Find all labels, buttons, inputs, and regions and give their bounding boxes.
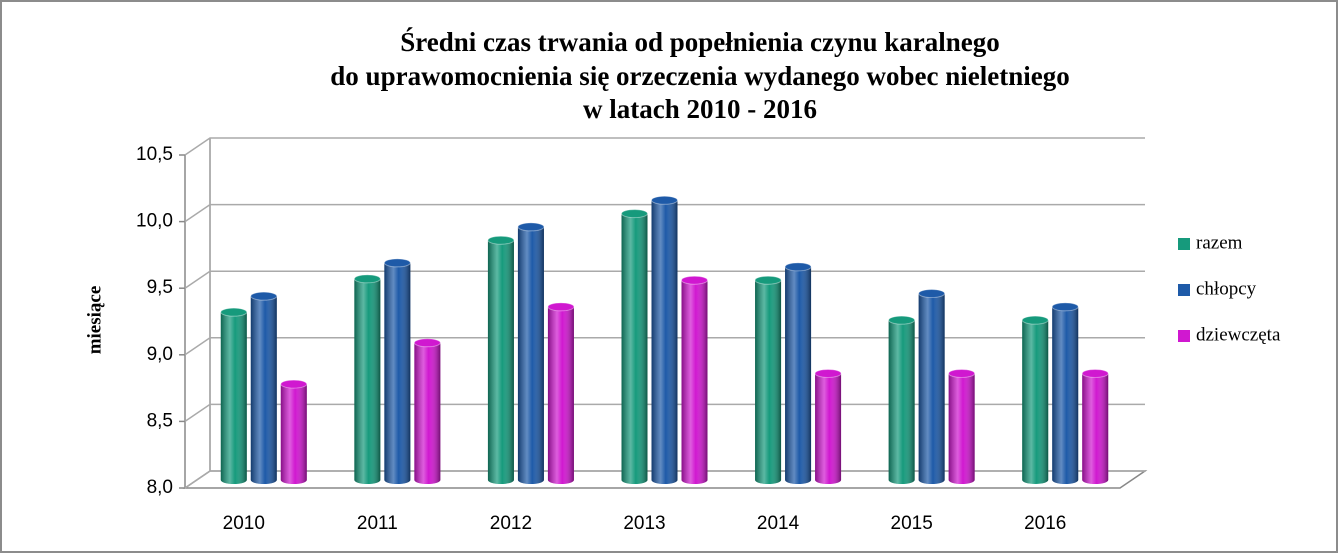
bar-shading: [621, 213, 648, 484]
grid-line: [184, 203, 1145, 223]
y-tick-label: 9,0: [147, 344, 173, 365]
bar-shading: [354, 278, 381, 484]
bar-shading: [384, 262, 411, 484]
chart-title: do uprawomocnienia się orzeczenia wydane…: [330, 61, 1069, 91]
bar-top: [681, 275, 708, 285]
chart-title: Średni czas trwania od popełnienia czynu…: [400, 27, 1000, 57]
bar-top: [621, 209, 648, 219]
bar-shading: [414, 342, 441, 484]
bar-top: [1051, 302, 1079, 312]
x-tick-label: 2016: [1024, 513, 1066, 534]
bar-shading: [651, 200, 678, 484]
bar-top: [413, 338, 441, 348]
bar-shading: [888, 320, 915, 484]
x-tick-label: 2011: [357, 513, 398, 534]
legend-label: razem: [1196, 232, 1243, 253]
y-tick-label: 10,0: [136, 211, 173, 232]
bar-shading: [220, 312, 247, 484]
bar-top: [1021, 315, 1049, 325]
chart-title: w latach 2010 - 2016: [583, 94, 817, 124]
bar-top: [547, 302, 575, 312]
bar-shading: [517, 226, 544, 485]
x-tick-label: 2013: [623, 513, 665, 534]
legend-label: chłopcy: [1196, 278, 1257, 299]
bar-shading: [1052, 306, 1079, 484]
y-axis-label: miesiące: [84, 286, 105, 355]
legend-label: dziewczęta: [1196, 324, 1281, 345]
legend-swatch: [1178, 330, 1190, 342]
bar-shading: [250, 296, 277, 484]
x-tick-label: 2012: [490, 513, 532, 534]
y-tick-label: 8,5: [147, 410, 173, 431]
bar-shading: [1022, 320, 1049, 484]
bar-shading: [1082, 373, 1109, 484]
grid-line: [184, 137, 1145, 156]
legend-swatch: [1178, 284, 1190, 296]
bar-top: [754, 275, 782, 285]
x-tick-label: 2015: [891, 513, 933, 534]
bar-shading: [681, 280, 708, 484]
bar-top: [948, 368, 976, 378]
bar-top: [888, 315, 916, 325]
y-tick-label: 10,5: [136, 144, 173, 165]
bar-top: [784, 262, 812, 272]
x-tick-label: 2014: [757, 513, 800, 534]
bar-shading: [280, 384, 307, 484]
bar-top: [383, 258, 411, 268]
grid-line: [184, 270, 1145, 289]
bar-top: [487, 235, 515, 245]
bar-top: [250, 291, 278, 301]
bar-shading: [785, 266, 812, 484]
bar-shading: [487, 240, 514, 484]
y-tick-label: 9,5: [147, 277, 173, 298]
bar-top: [220, 307, 248, 317]
legend-swatch: [1178, 238, 1190, 250]
bar-top: [280, 379, 308, 389]
bar-top: [918, 289, 946, 299]
x-tick-label: 2010: [223, 513, 265, 534]
bar-top: [651, 195, 678, 205]
bar-shading: [815, 373, 842, 484]
y-tick-label: 8,0: [147, 477, 173, 498]
bar-top: [353, 274, 381, 284]
bar-shading: [755, 280, 782, 484]
bar-top: [814, 368, 842, 378]
bar-top: [517, 222, 545, 232]
bar-top: [1081, 368, 1109, 378]
bar-shading: [918, 293, 945, 484]
bar-shading: [948, 373, 975, 484]
bar-shading: [547, 306, 574, 484]
grid-line: [184, 337, 1145, 356]
